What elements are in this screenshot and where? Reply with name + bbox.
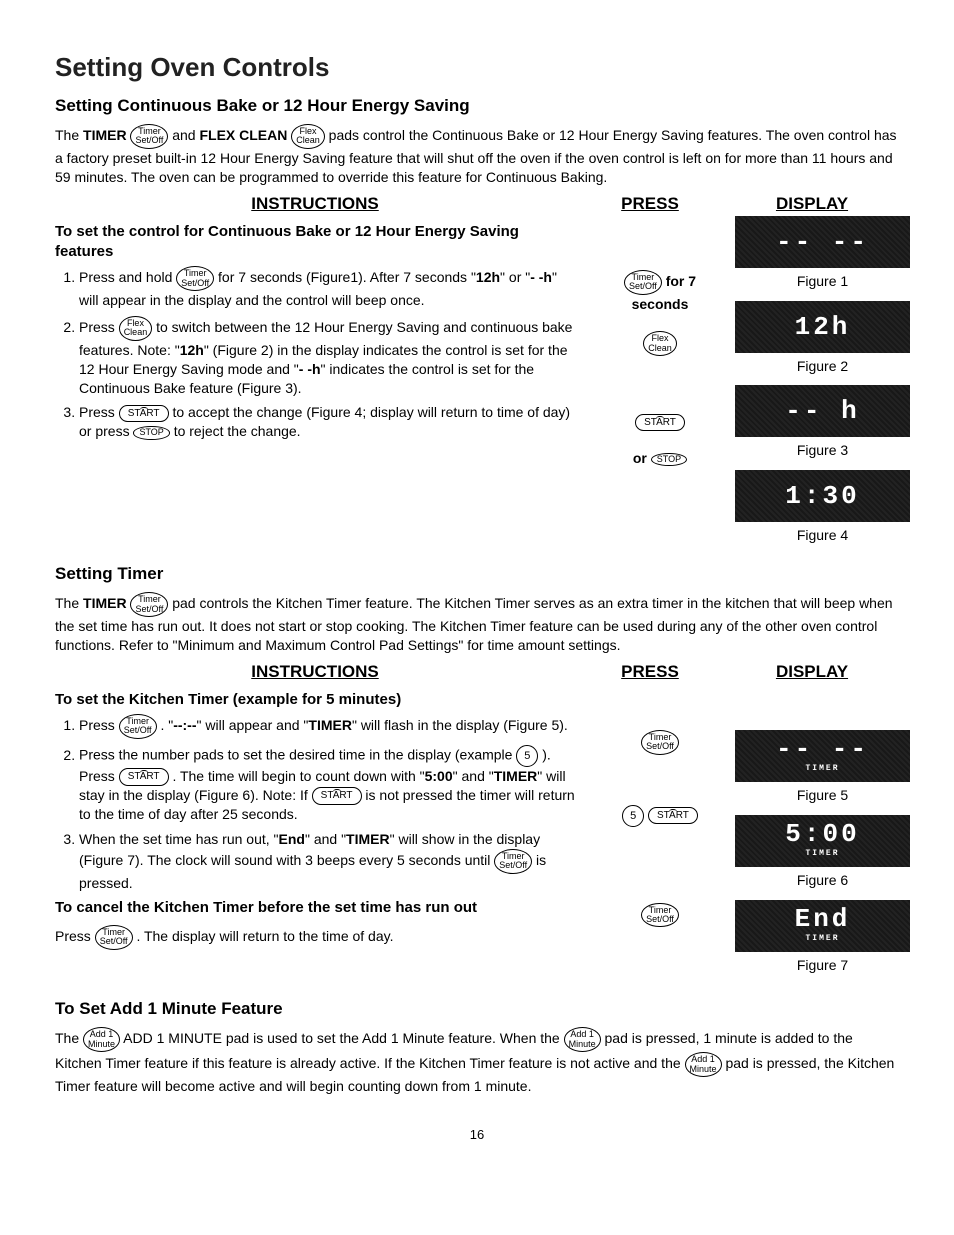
figure-label: Figure 1	[735, 272, 910, 291]
section2-steps: Press TimerSet/Off . "--:--" will appear…	[55, 714, 575, 893]
col-display: DISPLAY	[725, 661, 899, 684]
timer-pad-icon: TimerSet/Off	[95, 925, 133, 950]
lcd-display: 1:30	[735, 470, 910, 522]
add1-pad-icon: Add 1Minute	[83, 1027, 120, 1052]
page-number: 16	[55, 1126, 899, 1144]
figure-label: Figure 4	[735, 526, 910, 545]
start-pad-icon: START	[119, 405, 169, 423]
section1-subheading: To set the control for Continuous Bake o…	[55, 222, 575, 263]
start-pad-icon: START	[119, 768, 169, 786]
start-pad-icon: START	[635, 414, 685, 432]
col-display: DISPLAY	[725, 193, 899, 216]
flex-clean-pad-icon: FlexClean	[291, 124, 325, 149]
display-column-1: -- -- Figure 1 12h Figure 2 -- h Figure …	[735, 216, 910, 556]
lcd-display: -- --TIMER	[735, 730, 910, 782]
section3-text: The Add 1Minute ADD 1 MINUTE pad is used…	[55, 1027, 899, 1096]
flex-clean-pad-icon: FlexClean	[643, 331, 677, 356]
step2: Press the number pads to set the desired…	[79, 745, 575, 824]
timer-pad-icon: TimerSet/Off	[119, 714, 157, 739]
section3-heading: To Set Add 1 Minute Feature	[55, 998, 899, 1021]
press-column-2: TimerSet/Off 5 START TimerSet/Off	[585, 684, 735, 928]
section2-subheading: To set the Kitchen Timer (example for 5 …	[55, 690, 575, 710]
col-press: PRESS	[575, 661, 725, 684]
display-column-2: -- --TIMER Figure 5 5:00TIMER Figure 6 E…	[735, 684, 910, 985]
five-pad-icon: 5	[622, 805, 644, 827]
figure-label: Figure 7	[735, 956, 910, 975]
add1-pad-icon: Add 1Minute	[564, 1027, 601, 1052]
step3: Press START to accept the change (Figure…	[79, 403, 575, 441]
lcd-display: -- --	[735, 216, 910, 268]
stop-pad-icon: STOP	[133, 426, 169, 439]
start-pad-icon: START	[648, 807, 698, 825]
section1-heading: Setting Continuous Bake or 12 Hour Energ…	[55, 95, 899, 118]
cancel-heading: To cancel the Kitchen Timer before the s…	[55, 898, 575, 918]
five-pad-icon: 5	[516, 745, 538, 767]
col-instructions: INSTRUCTIONS	[55, 661, 575, 684]
col-press: PRESS	[575, 193, 725, 216]
lcd-display: -- h	[735, 385, 910, 437]
lcd-display: 12h	[735, 301, 910, 353]
figure-label: Figure 5	[735, 786, 910, 805]
lcd-display: EndTIMER	[735, 900, 910, 952]
timer-pad-icon: TimerSet/Off	[641, 903, 679, 928]
timer-pad-icon: TimerSet/Off	[130, 124, 168, 149]
section2-heading: Setting Timer	[55, 563, 899, 586]
figure-label: Figure 2	[735, 357, 910, 376]
timer-pad-icon: TimerSet/Off	[176, 266, 214, 291]
step2: Press FlexClean to switch between the 12…	[79, 316, 575, 398]
step1: Press TimerSet/Off . "--:--" will appear…	[79, 714, 575, 739]
lcd-display: 5:00TIMER	[735, 815, 910, 867]
step1: Press and hold TimerSet/Off for 7 second…	[79, 266, 575, 310]
press-column-1: TimerSet/Off for 7seconds FlexClean STAR…	[585, 216, 735, 469]
col-instructions: INSTRUCTIONS	[55, 193, 575, 216]
figure-label: Figure 3	[735, 441, 910, 460]
flex-clean-pad-icon: FlexClean	[119, 316, 153, 341]
section1-steps: Press and hold TimerSet/Off for 7 second…	[55, 266, 575, 441]
timer-pad-icon: TimerSet/Off	[494, 849, 532, 874]
start-pad-icon: START	[312, 787, 362, 805]
timer-pad-icon: TimerSet/Off	[130, 592, 168, 617]
stop-pad-icon: STOP	[651, 453, 687, 466]
timer-pad-icon: TimerSet/Off	[641, 730, 679, 755]
column-headers-1: INSTRUCTIONS PRESS DISPLAY	[55, 193, 899, 216]
column-headers-2: INSTRUCTIONS PRESS DISPLAY	[55, 661, 899, 684]
page-title: Setting Oven Controls	[55, 50, 899, 85]
step3: When the set time has run out, "End" and…	[79, 830, 575, 893]
add1-pad-icon: Add 1Minute	[685, 1052, 722, 1077]
timer-pad-icon: TimerSet/Off	[624, 270, 662, 295]
cancel-text: Press TimerSet/Off . The display will re…	[55, 925, 575, 950]
figure-label: Figure 6	[735, 871, 910, 890]
section1-intro: The TIMER TimerSet/Off and FLEX CLEAN Fl…	[55, 124, 899, 187]
section2-intro: The TIMER TimerSet/Off pad controls the …	[55, 592, 899, 655]
